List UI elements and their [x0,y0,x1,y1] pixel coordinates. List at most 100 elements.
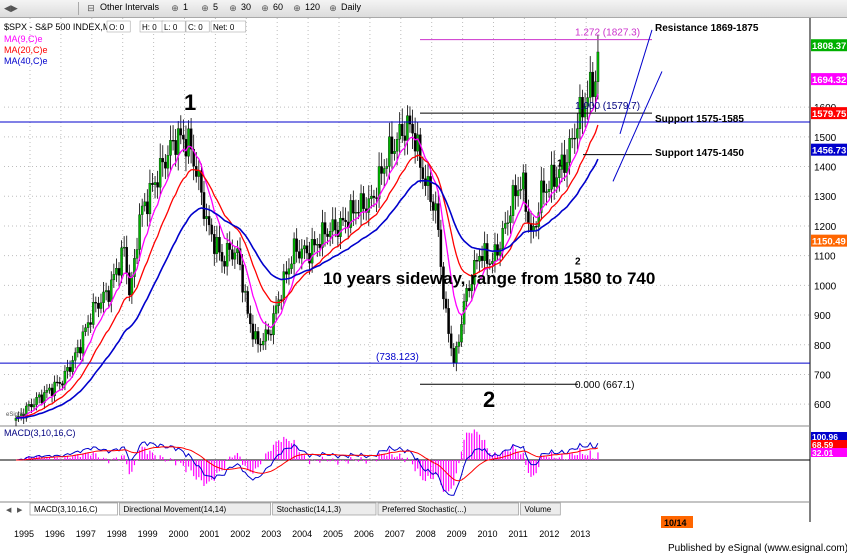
candle-body [292,238,296,265]
candle-body [568,138,571,163]
candle-body [570,137,574,140]
cursor-date-label: 10/14 [664,518,687,528]
candle-body [99,302,103,309]
interval-30-button[interactable]: 30 [241,2,252,12]
candle-body [115,268,118,275]
candle-body [532,226,535,231]
candle-body [102,291,105,303]
candle-body [205,216,208,219]
candle-body [540,180,543,213]
candle-body [140,205,144,215]
candle-body [385,166,389,169]
candles [14,34,600,427]
x-tick-label: 1998 [107,529,127,539]
study-tab-bg [29,502,118,516]
tab-scroll-right-icon: ▶ [17,507,23,514]
interval-daily-button[interactable]: Daily [341,2,362,12]
fib-label-1000: 1.000 (1579.7) [575,101,640,112]
candle-body [354,212,358,214]
candle-body [555,177,559,187]
study-tab[interactable]: Preferred Stochastic(...) [377,502,519,516]
candle-body [300,248,304,259]
candle-body [50,387,54,397]
candle-body [176,128,180,155]
candle-body [58,382,62,384]
publisher-credit: Published by eSignal (www.esignal.com) [668,543,847,554]
tab-scroll-left-icon: ◀ [6,507,12,514]
candle-body [400,124,404,137]
candle-body [377,166,381,199]
arrows-icon[interactable]: ◀▶ [4,3,18,13]
candle-body [390,136,394,154]
study-tab[interactable]: Volume [520,502,561,516]
candle-body [573,137,577,140]
x-tick-label: 2000 [169,529,189,539]
candle-body [37,394,41,398]
candle-body [588,71,592,98]
candle-body [596,51,600,82]
candle-body [419,134,422,168]
study-tab[interactable]: Directional Movement(14,14) [119,502,271,516]
macd-badge [811,448,847,457]
candle-body [117,268,121,276]
interval-1-button[interactable]: 1 [183,2,189,12]
study-tab-label: Volume [525,505,552,514]
wave-label-2: 2 [483,387,495,412]
study-tab[interactable]: MACD(3,10,16,C) [29,502,118,516]
candle-body [282,271,286,300]
study-tab-label: MACD(3,10,16,C) [34,505,98,514]
candle-body [357,212,360,214]
y-tick-label: 600 [814,400,831,411]
candle-body [558,169,561,178]
candle-body [254,331,257,340]
candle-body [550,164,553,190]
candle-body [534,226,538,228]
macd-title: MACD(3,10,16,C) [4,428,76,438]
interval-icon: ⊕ [229,3,237,13]
x-tick-label: 1997 [76,529,96,539]
other-intervals-button[interactable]: Other Intervals [100,2,160,12]
candle-body [138,214,141,250]
study-tab-bg [520,502,561,516]
intervals-icon[interactable]: ⊟ [87,3,95,13]
candle-body [429,176,432,202]
support-label-2: Support 1475-1450 [655,148,744,159]
candle-body [552,164,556,187]
candle-body [416,134,419,152]
candle-body [241,264,244,293]
cursor-date-badge [661,516,693,528]
interval-60-button[interactable]: 60 [273,2,284,12]
candle-body [179,128,183,136]
x-tick-label: 1996 [45,529,65,539]
interval-icon: ⊕ [329,3,337,13]
candle-body [207,216,211,226]
price-badge [811,143,847,156]
candle-body [467,288,471,292]
wave-label-1: 1 [184,90,196,115]
interval-icon: ⊕ [293,3,301,13]
fib-label-738: (738.123) [376,352,419,363]
candle-body [259,343,262,346]
price-badge [811,73,847,86]
interval-5-button[interactable]: 5 [213,2,219,12]
candle-body [542,180,546,193]
candle-body [187,128,190,157]
candle-body [287,268,291,275]
interval-120-button[interactable]: 120 [305,2,321,12]
candle-body [310,239,314,264]
candle-body [406,115,409,141]
candle-body [246,291,249,314]
macd-badge-label: 100.96 [812,432,838,442]
candle-body [341,217,345,221]
ohlc-value: C: 0 [188,23,203,32]
candle-body [238,248,242,265]
candle-body [344,219,347,223]
candle-body [424,178,427,186]
watermark: eSignal [6,412,26,418]
candle-body [251,323,255,340]
study-tab[interactable]: Stochastic(14,1,3) [272,502,377,516]
candle-body [223,261,226,267]
candle-body [76,347,80,353]
x-tick-label: 2006 [354,529,374,539]
